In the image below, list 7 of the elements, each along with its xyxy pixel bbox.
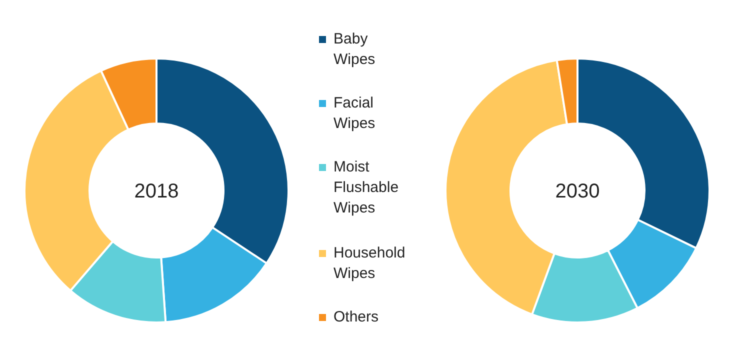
legend-label: Others <box>334 308 379 326</box>
text: 2018 <box>134 180 179 202</box>
legend-label: Facial Wipes <box>334 94 376 132</box>
legend-label: Household Wipes <box>334 244 406 282</box>
legend-label: Baby Wipes <box>334 30 376 68</box>
text: 2030 <box>555 180 600 202</box>
legend-label: Moist Flushable Wipes <box>334 158 399 216</box>
